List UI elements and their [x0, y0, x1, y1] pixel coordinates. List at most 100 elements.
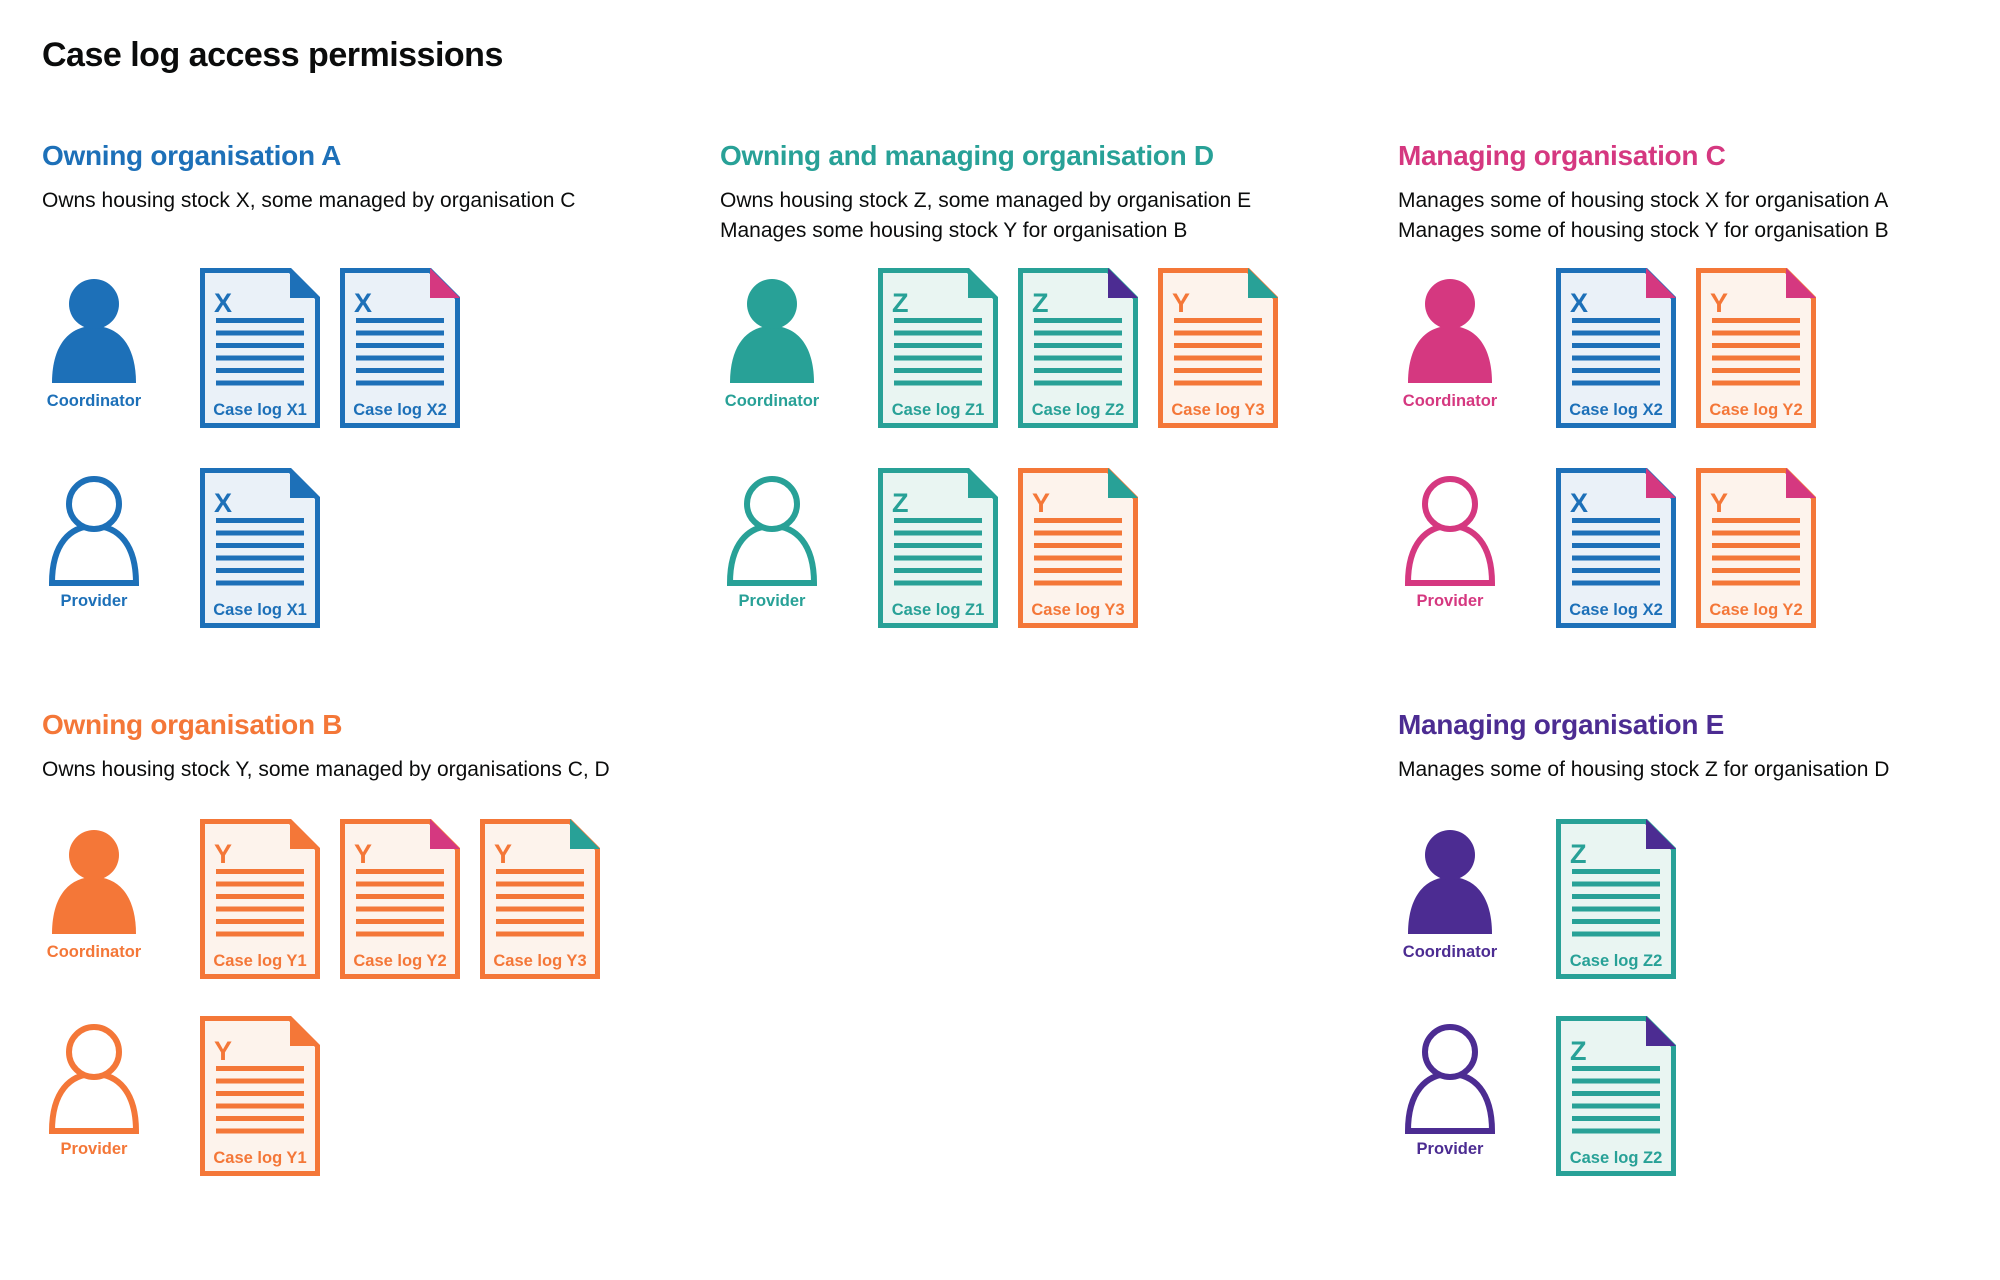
section-heading: Managing organisation C — [1398, 140, 1726, 171]
provider-row: Provider Y Case log Y1 — [42, 1016, 682, 1191]
case-log-doc: Z Case log Z2 — [1556, 1016, 1676, 1176]
role-label: Provider — [60, 592, 128, 610]
section-description: Owns housing stock Z, some managed by or… — [720, 186, 1360, 246]
doc-text-lines — [216, 518, 304, 586]
stock-letter: X — [214, 288, 232, 318]
coordinator: Coordinator — [1398, 825, 1502, 962]
coordinator: Coordinator — [720, 274, 824, 411]
folded-corner-icon — [1646, 1016, 1676, 1046]
provider-person-icon — [1405, 1024, 1495, 1134]
coordinator: Coordinator — [1398, 274, 1502, 411]
doc-text-lines — [894, 318, 982, 386]
doc-text-lines — [496, 869, 584, 937]
doc-text-lines — [1572, 518, 1660, 586]
doc-text-lines — [1034, 518, 1122, 586]
case-log-doc: Y Case log Y1 — [200, 1016, 320, 1176]
stock-letter: Y — [1710, 288, 1728, 318]
provider-person-icon — [49, 476, 139, 586]
provider-person-icon — [727, 476, 817, 586]
case-log-doc: Y Case log Y2 — [1696, 468, 1816, 628]
section-description: Manages some of housing stock Z for orga… — [1398, 758, 1890, 781]
stock-letter: Y — [214, 1036, 232, 1066]
description-line: Owns housing stock Z, some managed by or… — [720, 189, 1252, 212]
section-description: Owns housing stock Y, some managed by or… — [42, 758, 610, 781]
coordinator-row: Coordinator Z Case log Z2 — [1398, 819, 2000, 994]
section-heading: Owning organisation A — [42, 140, 342, 171]
case-log-doc: Y Case log Y2 — [340, 819, 460, 979]
case-log-label: Case log Y2 — [1709, 601, 1802, 619]
case-log-doc: Y Case log Y2 — [1696, 268, 1816, 428]
stock-letter: Z — [892, 488, 909, 518]
provider-row: Provider X Case log X1 — [42, 468, 682, 643]
case-log-label: Case log X2 — [353, 401, 447, 419]
section-heading: Managing organisation E — [1398, 709, 1725, 740]
folded-corner-icon — [290, 268, 320, 298]
section-description: Manages some of housing stock X for orga… — [1398, 186, 2000, 246]
folded-corner-icon — [290, 468, 320, 498]
section-managing-organisation-c: Managing organisation C Manages some of … — [1398, 140, 2000, 628]
stock-letter: X — [354, 288, 372, 318]
case-log-label: Case log Y2 — [353, 952, 446, 970]
folded-corner-icon — [1786, 468, 1816, 498]
role-label: Coordinator — [46, 392, 142, 410]
coordinator-row: Coordinator Y Case log Y1 — [42, 819, 682, 994]
folded-corner-icon — [1646, 468, 1676, 498]
case-log-doc: Y Case log Y1 — [200, 819, 320, 979]
stock-letter: Y — [1172, 288, 1190, 318]
section-description: Owns housing stock X, some managed by or… — [42, 189, 576, 212]
folded-corner-icon — [1108, 468, 1138, 498]
case-log-label: Case log X1 — [213, 401, 307, 419]
case-log-docs: X Case log X2 Y Case log Y2 — [1556, 268, 1816, 428]
folded-corner-icon — [430, 268, 460, 298]
case-log-label: Case log Z2 — [1570, 952, 1663, 970]
case-log-label: Case log Z2 — [1570, 1149, 1663, 1167]
description-line: Manages some of housing stock X for orga… — [1398, 189, 1889, 212]
case-log-label: Case log Z1 — [892, 401, 985, 419]
role-label: Coordinator — [724, 392, 820, 410]
provider-person-icon — [49, 1024, 139, 1134]
stock-letter: X — [1570, 488, 1588, 518]
folded-corner-icon — [290, 1016, 320, 1046]
case-log-doc: Z Case log Z1 — [878, 468, 998, 628]
section-managing-organisation-e: Managing organisation E Manages some of … — [1398, 709, 2000, 1176]
stock-letter: X — [1570, 288, 1588, 318]
doc-text-lines — [356, 869, 444, 937]
case-log-docs: X Case log X1 — [200, 468, 320, 628]
doc-text-lines — [216, 1066, 304, 1134]
role-label: Coordinator — [46, 943, 142, 961]
case-log-docs: Z Case log Z2 — [1556, 1016, 1676, 1176]
coordinator-person-icon — [1408, 279, 1492, 383]
case-log-label: Case log X2 — [1569, 401, 1663, 419]
stock-letter: Z — [1570, 839, 1587, 869]
role-label: Provider — [738, 592, 806, 610]
coordinator-row: Coordinator X Case log X2 — [1398, 268, 2000, 443]
section-heading: Owning and managing organisation D — [720, 140, 1214, 171]
case-log-label: Case log Z1 — [892, 601, 985, 619]
stock-letter: Y — [1032, 488, 1050, 518]
coordinator-person-icon — [1408, 830, 1492, 934]
doc-text-lines — [1034, 318, 1122, 386]
case-log-label: Case log Y3 — [1031, 601, 1124, 619]
coordinator-person-icon — [52, 279, 136, 383]
case-log-label: Case log Y3 — [1171, 401, 1264, 419]
coordinator: Coordinator — [42, 274, 146, 411]
doc-text-lines — [356, 318, 444, 386]
section-owning-organisation-b: Owning organisation B Owns housing stock… — [42, 709, 682, 1176]
coordinator: Coordinator — [42, 825, 146, 962]
provider: Provider — [42, 1022, 146, 1159]
section-owning-and-managing-organisation-d: Owning and managing organisation D Owns … — [720, 140, 1360, 628]
coordinator-person-icon — [52, 830, 136, 934]
case-log-doc: X Case log X2 — [1556, 468, 1676, 628]
case-log-doc: Y Case log Y3 — [1158, 268, 1278, 428]
role-label: Coordinator — [1402, 943, 1498, 961]
stock-letter: Y — [354, 839, 372, 869]
stock-letter: Z — [1032, 288, 1049, 318]
stock-letter: X — [214, 488, 232, 518]
stock-letter: Y — [214, 839, 232, 869]
provider-row: Provider X Case log X2 — [1398, 468, 2000, 643]
folded-corner-icon — [430, 819, 460, 849]
folded-corner-icon — [1646, 268, 1676, 298]
case-log-doc: X Case log X1 — [200, 468, 320, 628]
case-log-doc: X Case log X2 — [1556, 268, 1676, 428]
case-log-label: Case log Y3 — [493, 952, 586, 970]
